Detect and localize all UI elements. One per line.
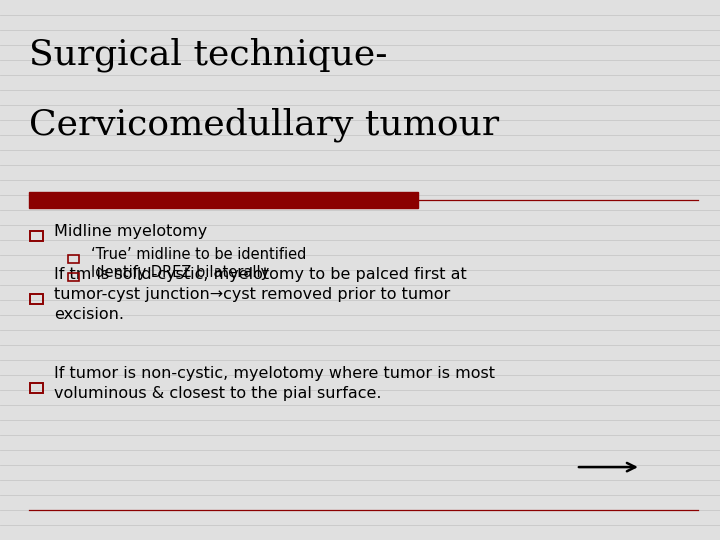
Bar [30,294,43,304]
Text: Surgical technique-: Surgical technique- [29,38,387,72]
Bar [30,383,43,393]
Text: Midline myelotomy: Midline myelotomy [54,224,207,239]
Bar [68,273,79,281]
Text: ‘True’ midline to be identified: ‘True’ midline to be identified [91,247,307,262]
Bar [68,255,79,263]
Text: Identify DREZ bilaterally: Identify DREZ bilaterally [91,265,270,280]
Text: If tm is solid-cystic, myelotomy to be palced first at
tumor-cyst junction→cyst : If tm is solid-cystic, myelotomy to be p… [54,267,467,322]
Bar [30,231,43,241]
Text: Cervicomedullary tumour: Cervicomedullary tumour [29,108,499,143]
Text: If tumor is non-cystic, myelotomy where tumor is most
voluminous & closest to th: If tumor is non-cystic, myelotomy where … [54,366,495,401]
Bar [29,192,418,208]
